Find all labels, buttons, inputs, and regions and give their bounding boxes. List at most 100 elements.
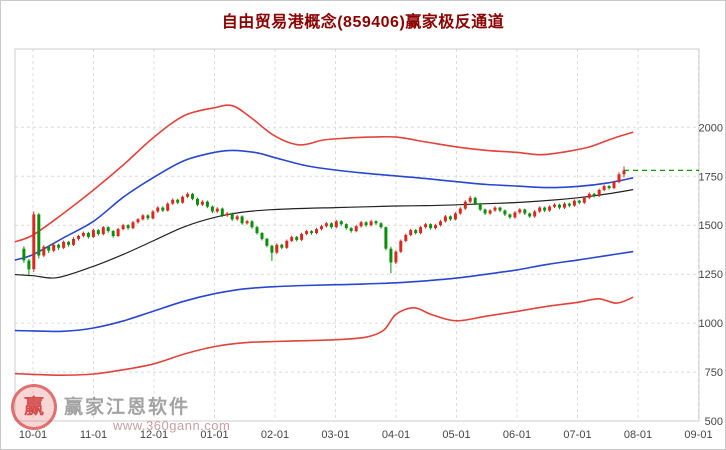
x-tick-label: 02-01 (261, 429, 289, 441)
candle (612, 182, 616, 188)
candle (255, 227, 259, 234)
candle (339, 221, 343, 225)
candle (453, 213, 457, 220)
candle (354, 226, 358, 232)
candle (424, 224, 428, 228)
candle (503, 210, 507, 215)
candle (205, 201, 209, 207)
candle (518, 209, 522, 213)
candle (176, 199, 180, 203)
candle (191, 193, 194, 199)
x-tick-label: 08-01 (624, 429, 652, 441)
candle (77, 236, 80, 239)
candle (200, 201, 204, 205)
candle (290, 237, 294, 241)
watermark-url: www.360gann.com (113, 418, 231, 433)
candles-group (22, 166, 626, 275)
candle (533, 211, 537, 217)
candle (439, 221, 442, 226)
candle (548, 206, 552, 211)
candle (577, 200, 581, 203)
candle (126, 225, 130, 229)
x-tick-label: 05-01 (442, 429, 470, 441)
candle (47, 246, 51, 251)
candle (617, 174, 621, 183)
candle (156, 207, 160, 212)
candle (404, 235, 408, 241)
candle (359, 222, 363, 227)
candle (443, 216, 447, 222)
candle (320, 226, 323, 230)
candle (399, 240, 403, 252)
candle (260, 233, 264, 239)
candle (305, 231, 309, 234)
candle (210, 206, 214, 212)
candle (96, 230, 100, 234)
candle (384, 227, 388, 249)
candle (86, 233, 90, 237)
candle (245, 221, 249, 224)
y-axis-labels: 2000 1750 1500 1250 1000 750 500 (699, 122, 723, 428)
candle (91, 230, 95, 237)
x-tick-label: 12-01 (140, 429, 168, 441)
y-tick-label: 500 (705, 416, 723, 428)
candle (513, 212, 517, 218)
candle (230, 213, 234, 220)
candle (111, 231, 115, 236)
y-tick-label: 1500 (699, 220, 723, 232)
candle (310, 231, 313, 234)
candle (602, 186, 606, 190)
candle (523, 209, 527, 214)
candle (265, 238, 269, 246)
candle (131, 222, 135, 229)
candle (419, 227, 423, 234)
candle (458, 208, 462, 214)
x-tick-label: 03-01 (321, 429, 349, 441)
candle (463, 201, 467, 209)
watermark-brand: 赢家江恩软件 (64, 397, 191, 418)
winner-logo-glyph: 赢 (24, 396, 44, 418)
candle (572, 200, 576, 206)
candle (409, 230, 413, 235)
candle (116, 229, 120, 236)
candle (389, 248, 393, 263)
chart-title: 自由贸易港概念(859406)赢家极反通道 (221, 14, 505, 31)
candle (42, 246, 46, 256)
candle (215, 208, 219, 212)
candle (300, 234, 304, 240)
candle (295, 237, 299, 240)
x-axis-labels: 10-01 11-01 12-01 01-01 02-01 03-01 04-01 05-01… (19, 429, 713, 441)
candle (374, 221, 378, 224)
candle (597, 190, 601, 196)
candle (607, 186, 611, 189)
x-tick-label: 01-01 (200, 429, 228, 441)
candle (538, 207, 542, 212)
candle (315, 229, 318, 233)
candle (52, 244, 56, 251)
candle (186, 193, 190, 197)
candle (225, 213, 229, 216)
upper-inner-blue-band-line (14, 149, 634, 261)
y-tick-label: 1000 (699, 318, 723, 330)
candle (349, 228, 353, 231)
candle (498, 207, 502, 211)
candle (543, 207, 547, 211)
candle (250, 221, 254, 228)
candle (329, 223, 333, 228)
candle (22, 248, 26, 261)
candle (81, 233, 85, 236)
candle (563, 203, 566, 208)
y-tick-label: 1250 (699, 269, 723, 281)
candle (275, 244, 279, 253)
candle (121, 225, 125, 230)
x-tick-label: 04-01 (382, 429, 410, 441)
y-tick-label: 1750 (699, 171, 723, 183)
candle (334, 221, 338, 228)
candle (240, 216, 244, 224)
candle (553, 204, 556, 207)
x-tick-label: 09-01 (684, 429, 712, 441)
plot-border (14, 48, 700, 422)
y-tick-label: 2000 (699, 122, 723, 134)
